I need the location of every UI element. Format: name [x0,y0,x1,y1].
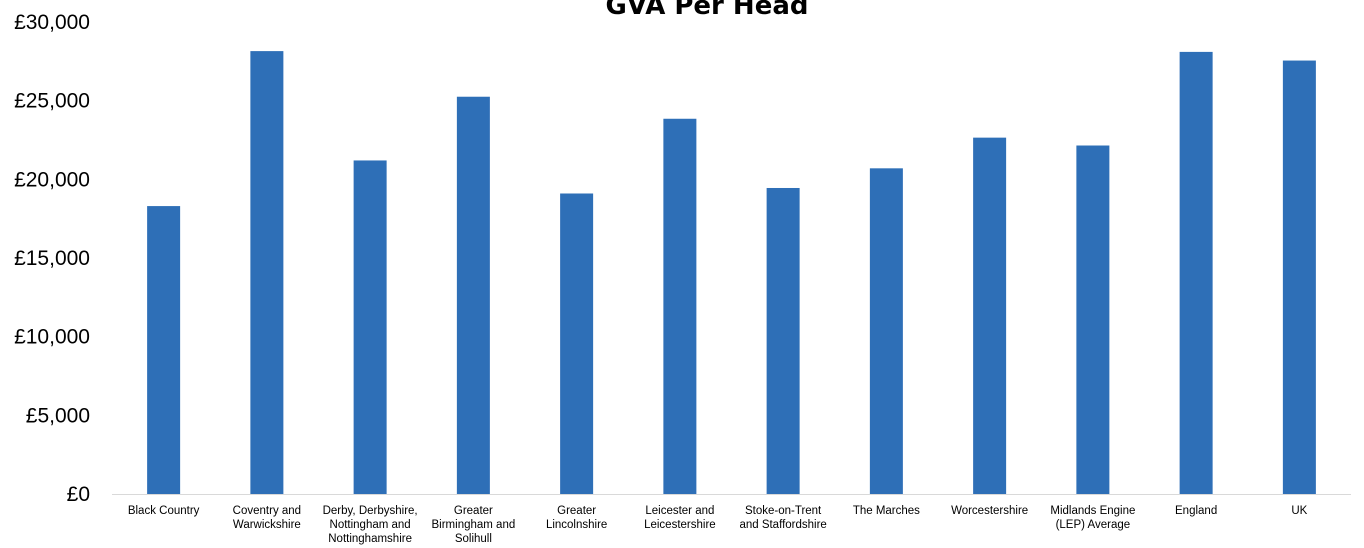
y-tick-label: £20,000 [14,168,90,191]
x-tick-label: Coventry and Warwickshire [233,505,301,531]
x-tick-label: Greater Lincolnshire [546,505,607,531]
bar [663,118,697,494]
bar [250,51,284,495]
y-tick-label: £25,000 [14,90,90,113]
bar [353,160,387,494]
bar [1179,51,1213,494]
bar [560,193,594,494]
y-tick-label: £15,000 [14,247,90,270]
x-tick-label: Black Country [128,505,200,517]
bar [456,96,490,494]
x-tick-label: Worcestershire [951,505,1028,517]
x-tick-label: Leicester and Leicestershire [644,505,716,531]
bar [973,137,1007,494]
y-tick-label: £10,000 [14,326,90,349]
bars [147,51,1316,495]
y-axis-ticks: £0 £5,000 £10,000 £15,000 £20,000 £25,000 £30,… [14,11,90,506]
bar [147,206,181,494]
x-axis-labels: Black Country Coventry and Warwickshire Der… [128,505,1308,545]
x-tick-label: Greater Birmingham and Solihull [432,505,516,545]
x-tick-label: Stoke-on-Trent and Staffordshire [739,505,826,531]
chart-title: GVA Per Head [606,0,809,21]
bar [1076,145,1110,495]
x-tick-label: Midlands Engine (LEP) Average [1050,505,1135,531]
bar [869,168,903,494]
x-tick-label: UK [1291,505,1307,517]
bar [766,187,800,494]
y-tick-label: £5,000 [26,404,90,427]
x-tick-label: England [1175,505,1217,517]
y-tick-label: £0 [67,483,90,506]
y-tick-label: £30,000 [14,11,90,34]
x-tick-label: The Marches [853,505,920,517]
x-tick-label: Derby, Derbyshire, Nottingham and Nottingh… [323,505,418,545]
bar [1282,60,1316,495]
